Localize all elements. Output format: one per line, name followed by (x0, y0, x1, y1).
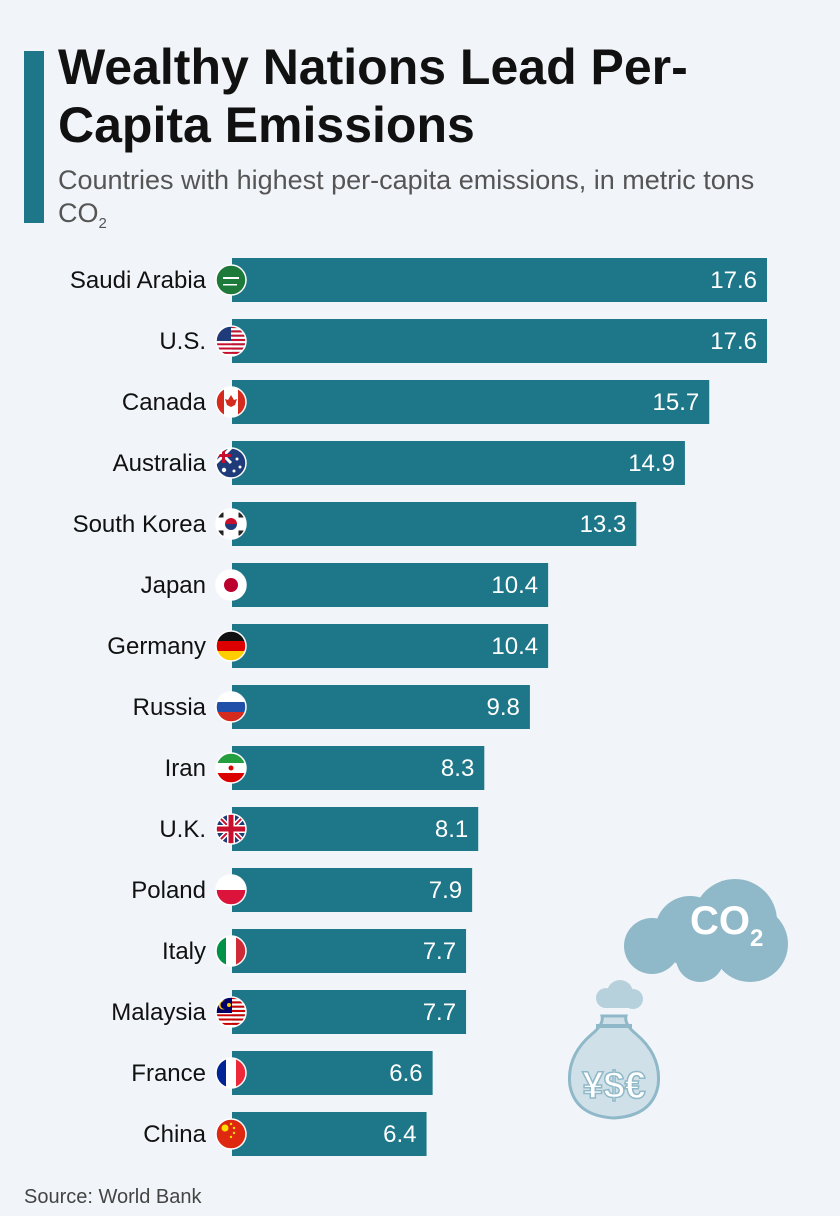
bar-row-south-korea: South Korea 13.3 (73, 502, 637, 546)
bar (232, 624, 549, 668)
subtitle-subscript: 2 (98, 215, 107, 232)
bar-row-china: China 6.4 (143, 1112, 427, 1156)
bar (232, 502, 637, 546)
south-korea-flag-icon (215, 508, 247, 540)
value-label: 7.7 (423, 938, 456, 965)
value-label: 15.7 (653, 389, 700, 416)
cloud-label-sub: 2 (750, 925, 763, 952)
bar-row-iran: Iran 8.3 (165, 746, 485, 790)
iran-flag-icon (215, 752, 247, 784)
bar-row-russia: Russia 9.8 (133, 685, 530, 729)
category-label: U.K. (159, 816, 206, 843)
bar (232, 319, 767, 363)
category-label: Japan (141, 572, 206, 599)
us-flag-icon (215, 325, 247, 357)
bar-row-canada: Canada 15.7 (122, 380, 710, 424)
bar (232, 441, 685, 485)
svg-text:CO2: CO2 (690, 899, 763, 952)
value-label: 7.7 (423, 999, 456, 1026)
malaysia-flag-icon (215, 996, 247, 1028)
value-label: 6.6 (389, 1060, 422, 1087)
source-note: Source: World Bank (24, 1186, 202, 1208)
japan-flag-icon (215, 569, 247, 601)
bar (232, 868, 473, 912)
bar (232, 1051, 433, 1095)
value-label: 7.9 (429, 877, 462, 904)
russia-flag-icon (215, 691, 247, 723)
uk-flag-icon (215, 813, 247, 845)
cloud-label: CO (690, 899, 750, 943)
china-flag-icon (215, 1118, 247, 1150)
bar-row-u-k: U.K. 8.1 (159, 807, 479, 851)
category-label: Germany (107, 633, 206, 660)
germany-flag-icon (215, 630, 247, 662)
bar-row-germany: Germany 10.4 (107, 624, 549, 668)
bar (232, 929, 467, 973)
category-label: China (143, 1121, 206, 1148)
canada-flag-icon (215, 386, 247, 418)
value-label: 13.3 (580, 511, 627, 538)
category-label: Saudi Arabia (70, 267, 207, 294)
category-label: U.S. (159, 328, 206, 355)
category-label: Iran (165, 755, 206, 782)
category-label: Poland (131, 877, 206, 904)
poland-flag-icon (215, 874, 247, 906)
category-label: Italy (162, 938, 206, 965)
france-flag-icon (215, 1057, 247, 1089)
chart-title: Wealthy Nations Lead Per-Capita Emission… (58, 39, 688, 153)
bars-group: Saudi Arabia 17.6 U.S. 17.6 Canada 15.7 Austra… (70, 258, 767, 1156)
bar-row-italy: Italy 7.7 (162, 929, 467, 973)
category-label: Malaysia (111, 999, 206, 1026)
bar (232, 380, 710, 424)
italy-flag-icon (215, 935, 247, 967)
value-label: 10.4 (491, 633, 538, 660)
bar (232, 685, 530, 729)
bar (232, 807, 479, 851)
bar (232, 1112, 427, 1156)
category-label: Canada (122, 389, 207, 416)
chart-subtitle: Countries with highest per-capita emissi… (58, 164, 758, 232)
category-label: Australia (113, 450, 207, 477)
bar-row-malaysia: Malaysia 7.7 (111, 990, 467, 1034)
category-label: France (131, 1060, 206, 1087)
value-label: 6.4 (383, 1121, 416, 1148)
australia-flag-icon (215, 447, 247, 479)
saudi-arabia-flag-icon (215, 264, 247, 296)
value-label: 17.6 (710, 267, 757, 294)
value-label: 8.3 (441, 755, 474, 782)
bar-row-japan: Japan 10.4 (141, 563, 549, 607)
category-label: South Korea (73, 511, 207, 538)
co2-cloud-icon: CO2 (624, 879, 788, 982)
bar (232, 746, 485, 790)
bar-row-france: France 6.6 (131, 1051, 433, 1095)
category-label: Russia (133, 694, 207, 721)
subtitle-text: Countries with highest per-capita emissi… (58, 165, 755, 228)
accent-bar (24, 51, 44, 223)
bar-row-saudi-arabia: Saudi Arabia 17.6 (70, 258, 767, 302)
value-label: 8.1 (435, 816, 468, 843)
bag-label: ¥$€ (582, 1065, 645, 1107)
bar-row-u-s: U.S. 17.6 (159, 319, 767, 363)
value-label: 17.6 (710, 328, 757, 355)
bar-row-poland: Poland 7.9 (131, 868, 473, 912)
value-label: 10.4 (491, 572, 538, 599)
value-label: 14.9 (628, 450, 675, 477)
bar (232, 990, 467, 1034)
money-bag-icon: ¥$€ (567, 1014, 661, 1120)
co2-money-bag-illustration: CO2 ¥$€ (567, 879, 788, 1120)
value-label: 9.8 (487, 694, 520, 721)
bar (232, 563, 549, 607)
bar-row-australia: Australia 14.9 (113, 441, 685, 485)
small-cloud-icon (596, 980, 643, 1009)
bar (232, 258, 767, 302)
